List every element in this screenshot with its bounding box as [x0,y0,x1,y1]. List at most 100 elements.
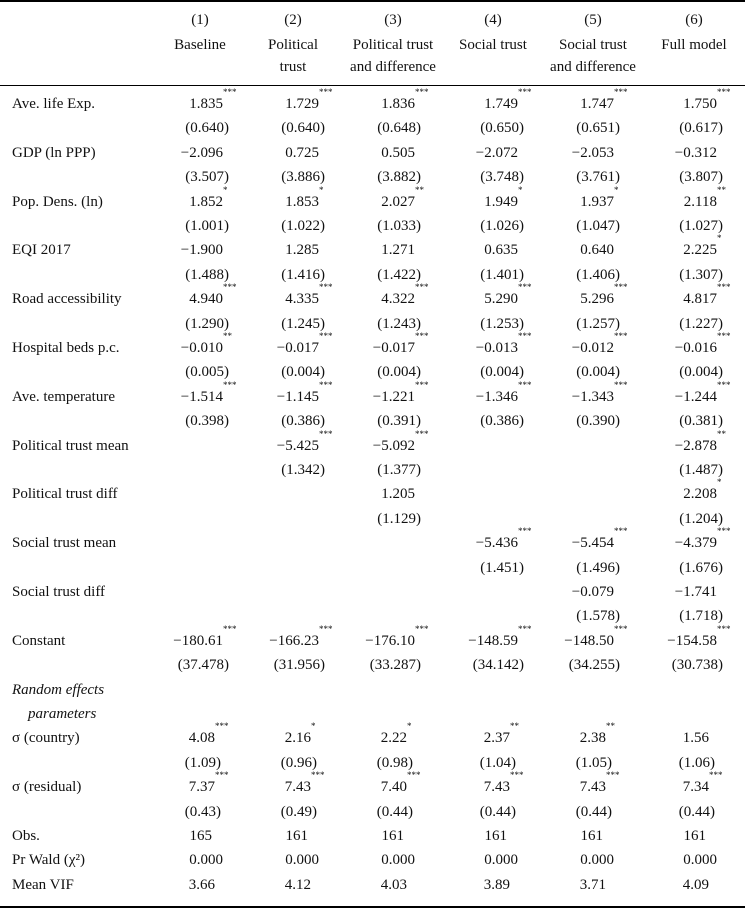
coefficient: −1.514 *** [123,380,237,409]
table-row: (1.001) (1.022) (1.033) (1.026) (1.047) (1.02… [0,214,745,238]
stat-value: 4.09 [682,876,709,893]
standard-error: (1.377) [377,462,421,478]
coefficient-value: 1.747 [580,96,614,112]
row-label: Road accessibility [12,291,122,308]
column-number: (1) [191,12,209,28]
row-label: σ (country) [12,730,80,747]
significance-stars: *** [518,379,532,390]
coefficient: −1.343 *** [514,380,628,409]
coefficient-value: 2.38 [579,730,606,747]
standard-error: (1.342) [281,462,325,478]
table-row: (1.451) (1.496) (1.676) [0,556,745,580]
standard-error: (0.005) [185,364,229,381]
standard-error: (31.956) [273,657,325,674]
significance-stars: *** [510,770,524,781]
stat-label: Mean VIF [12,876,74,893]
significance-stars: *** [614,331,628,341]
stat-value: 161 [381,828,405,844]
coefficient: 2.027 ** [315,185,424,214]
standard-error: (0.386) [480,413,524,430]
standard-error: (33.287) [369,657,421,674]
standard-error: (1.027) [679,218,723,234]
significance-stars: *** [223,623,237,634]
table-row: Constant −180.61 *** −166.23 *** −176.10 *** −1… [0,624,745,653]
table-row: Random effects [0,678,745,702]
significance-stars: *** [223,282,237,293]
coefficient: −1.900 [123,238,223,262]
coefficient: 7.43 *** [506,770,620,799]
stat-value: 0.000 [381,852,415,869]
coefficient: −1.244 *** [617,380,731,409]
column-title: Political [268,37,318,53]
standard-error: (0.44) [678,803,715,820]
coefficient: 2.208 * [617,477,721,506]
standard-error: (0.004) [281,364,325,381]
stat-value: 0.000 [189,852,223,869]
standard-error: (3.807) [679,169,723,186]
standard-error: (0.391) [377,413,421,430]
coefficient: −5.092 *** [315,429,429,458]
significance-stars: ** [223,331,232,341]
stat-value: 0.000 [580,852,614,869]
significance-stars: *** [518,331,532,341]
table-row: (1.09) (0.96) (0.98) (1.04) (1.05) (1.06) [0,751,745,775]
table-row: (37.478) (31.956) (33.287) (34.142) (34.255)… [0,653,745,677]
table-row: Pop. Dens. (ln) 1.852 * 1.853 * 2.027 ** 1.949 *… [0,185,745,214]
significance-stars: *** [518,282,532,293]
coefficient: −180.61 *** [123,624,236,653]
coefficient: −2.878 ** [617,429,726,458]
significance-stars: *** [717,379,731,390]
standard-error: (1.676) [679,559,723,576]
coefficient: −2.053 [514,141,614,165]
standard-error: (3.748) [480,169,524,186]
standard-error: (3.507) [185,169,229,186]
coefficient: 1.750 *** [617,87,730,116]
coefficient-value: 1.285 [285,242,319,259]
coefficient: 1.937 * [514,185,618,214]
coefficient: −1.145 *** [219,380,333,409]
coefficient: 4.322 *** [315,282,428,311]
coefficient: 1.285 [219,238,319,262]
significance-stars: *** [717,623,731,634]
coefficient-value: −148.59 [468,632,518,649]
coefficient: −1.741 [617,580,717,604]
standard-error: (0.640) [185,120,229,137]
coefficient-value: 1.729 [285,96,319,112]
coefficient: 2.225 * [617,233,721,262]
table-row: (0.005) (0.004) (0.004) (0.004) (0.004) (0.00… [0,360,745,384]
coefficient: 1.747 *** [514,87,627,116]
significance-stars: *** [415,282,429,293]
standard-error: (0.004) [576,364,620,381]
standard-error: (1.487) [679,462,723,478]
table-row: (0.43) (0.49) (0.44) (0.44) (0.44) (0.44) [0,800,745,824]
column-title-line2: and difference [550,59,636,75]
significance-stars: * [614,184,619,195]
significance-stars: *** [717,526,731,537]
significance-stars: *** [614,87,628,97]
standard-error: (30.738) [671,657,723,674]
coefficient: 5.290 *** [418,282,531,311]
stat-value: 3.66 [188,876,215,893]
coefficient: −1.221 *** [315,380,429,409]
standard-error: (1.422) [377,266,421,283]
stat-value: 0.000 [285,852,319,869]
significance-stars: * [407,721,412,732]
coefficient: 7.43 *** [410,770,524,799]
coefficient: −0.016 *** [617,331,731,360]
coefficient-value: −1.221 [372,388,415,405]
coefficient-value: −5.425 [276,437,319,454]
coefficient-value: 2.208 [683,486,717,503]
coefficient-value: 4.940 [189,291,223,308]
significance-stars: *** [319,87,333,97]
row-label: GDP (ln PPP) [12,144,96,161]
coefficient: 2.38 ** [506,721,615,750]
standard-error: (0.44) [479,803,516,820]
coefficient-value: −1.900 [180,242,223,259]
coefficient-value: −0.010 [180,340,223,356]
standard-error: (0.386) [281,413,325,430]
standard-error: (0.650) [480,120,524,137]
table-row: (0.640) (0.640) (0.648) (0.650) (0.651) (0.61… [0,116,745,140]
standard-error: (1.290) [185,315,229,332]
standard-error: (1.204) [679,510,723,527]
standard-error: (1.129) [377,510,421,527]
